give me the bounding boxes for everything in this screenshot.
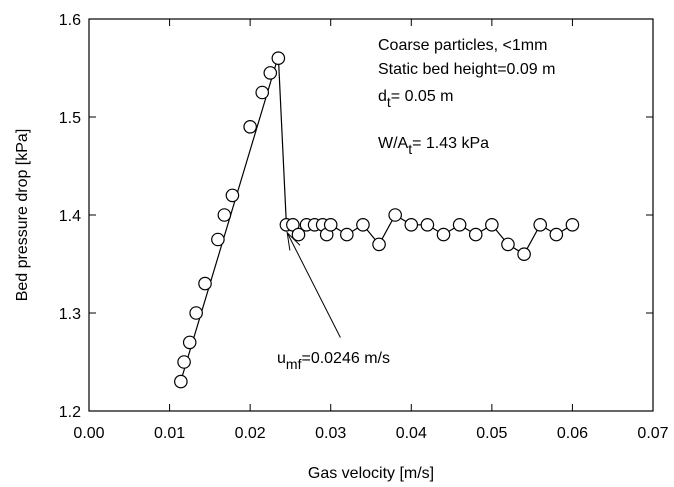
y-axis: 1.2 1.3 1.4 1.5 1.6 bbox=[59, 12, 653, 421]
x-tick-label: 0.03 bbox=[315, 425, 346, 442]
data-point bbox=[174, 374, 188, 389]
data-point bbox=[177, 355, 191, 369]
umf-arrow-shaft bbox=[286, 232, 341, 338]
y-tick-label: 1.6 bbox=[59, 12, 81, 29]
annotations: Coarse particles, <1mm Static bed height=… bbox=[277, 37, 555, 372]
data-point bbox=[255, 85, 270, 100]
y-tick-label: 1.4 bbox=[59, 208, 81, 225]
data-point bbox=[468, 227, 483, 242]
data-point bbox=[182, 335, 197, 350]
data-point bbox=[189, 306, 203, 320]
umf-arrow-head bbox=[286, 231, 301, 251]
data-point bbox=[485, 218, 499, 232]
x-tick-label: 0.07 bbox=[637, 425, 668, 442]
data-point bbox=[217, 208, 232, 222]
x-axis: 0.00 0.01 0.02 0.03 0.04 0.05 0.06 0.07 bbox=[73, 19, 669, 442]
data-point bbox=[225, 188, 240, 203]
data-point bbox=[436, 227, 451, 242]
y-tick-label: 1.5 bbox=[59, 110, 81, 127]
info-line: Coarse particles, <1mm bbox=[378, 37, 547, 54]
data-point bbox=[404, 218, 419, 232]
series-markers bbox=[174, 51, 580, 389]
y-tick-label: 1.2 bbox=[59, 404, 81, 421]
data-point bbox=[452, 218, 467, 232]
x-tick-label: 0.06 bbox=[557, 425, 588, 442]
x-axis-label: Gas velocity [m/s] bbox=[308, 465, 434, 482]
y-axis-label: Bed pressure drop [kPa] bbox=[14, 129, 31, 302]
data-point bbox=[356, 218, 370, 232]
data-point bbox=[372, 237, 386, 252]
data-point bbox=[340, 227, 354, 242]
x-tick-label: 0.02 bbox=[235, 425, 266, 442]
info-line: W/At= 1.43 kPa bbox=[378, 135, 489, 157]
x-tick-label: 0.04 bbox=[396, 425, 427, 442]
umf-label: umf=0.0246 m/s bbox=[277, 350, 390, 372]
series-lines bbox=[179, 56, 573, 384]
data-point bbox=[388, 208, 402, 222]
drop-line bbox=[277, 56, 287, 225]
data-point bbox=[533, 218, 547, 232]
data-point bbox=[198, 276, 212, 291]
info-line: Static bed height=0.09 m bbox=[378, 61, 555, 78]
x-tick-label: 0.01 bbox=[154, 425, 185, 442]
x-tick-label: 0.00 bbox=[73, 425, 104, 442]
data-point bbox=[323, 218, 338, 232]
data-point bbox=[420, 218, 435, 232]
trend-line bbox=[179, 56, 279, 384]
data-point bbox=[243, 120, 257, 134]
data-point bbox=[565, 218, 580, 232]
data-point bbox=[291, 227, 306, 242]
info-line: dt= 0.05 m bbox=[378, 88, 454, 110]
data-point bbox=[263, 66, 278, 80]
data-point bbox=[271, 51, 286, 65]
y-tick-label: 1.3 bbox=[59, 306, 81, 323]
data-point bbox=[517, 247, 531, 261]
data-point bbox=[501, 237, 515, 252]
data-point bbox=[211, 232, 225, 247]
data-point bbox=[549, 227, 564, 242]
x-tick-label: 0.05 bbox=[476, 425, 507, 442]
